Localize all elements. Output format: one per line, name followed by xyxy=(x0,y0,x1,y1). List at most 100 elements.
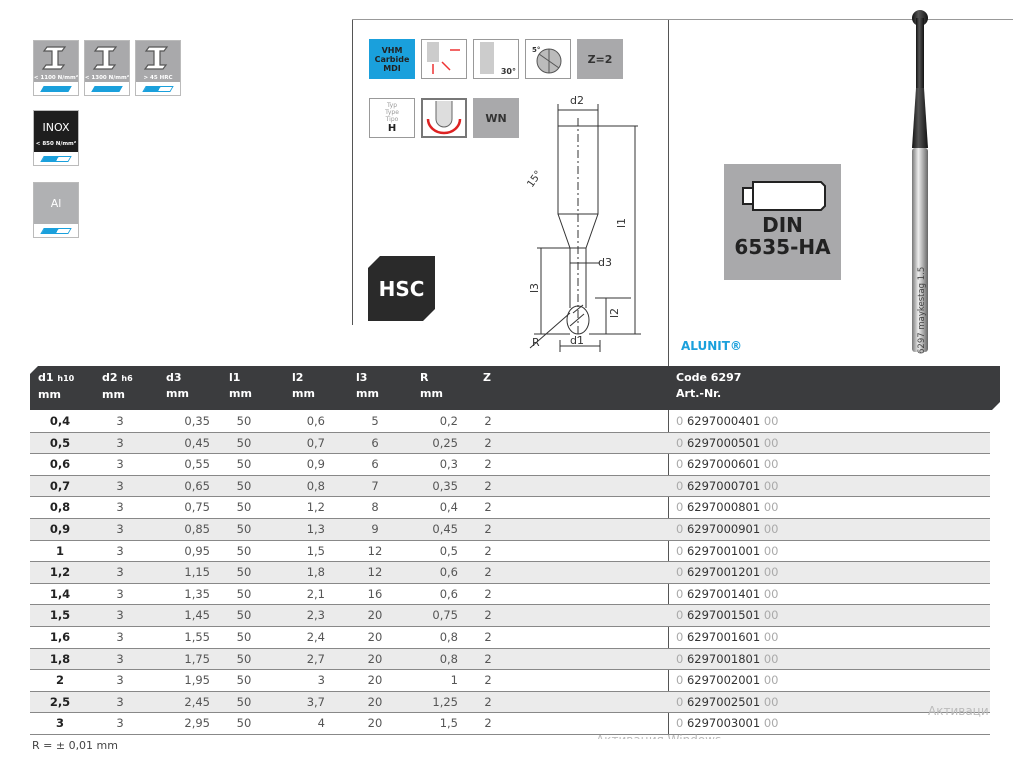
cell-l1: 50 xyxy=(236,457,252,472)
table-row: 0,7 3 0,65 50 0,8 7 0,35 2 0 6297000701 00 xyxy=(30,475,990,498)
cell-d1: 2,5 xyxy=(49,694,71,709)
table-row: 1,5 3 1,45 50 2,3 20 0,75 2 0 6297001501 00 xyxy=(30,605,990,627)
label-d1: d1 xyxy=(570,334,584,347)
cell-z: 2 xyxy=(484,522,492,536)
cell-z: 2 xyxy=(484,543,492,558)
cell-l1: 50 xyxy=(236,586,252,601)
cell-r: 0,75 xyxy=(432,608,458,623)
material-label: < 1100 N/mm² xyxy=(33,75,79,82)
cell-l3: 20 xyxy=(367,608,383,623)
table-row: 1 3 0,95 50 1,5 12 0,5 2 0 6297001001 00 xyxy=(30,541,990,563)
cell-l3: 20 xyxy=(367,694,383,709)
article-number: 0 6297000601 00 xyxy=(676,457,779,472)
cell-d3: 0,45 xyxy=(184,435,210,450)
cell-r: 0,2 xyxy=(439,414,458,428)
alunit-logo: ALUNIT® xyxy=(681,339,742,353)
article-number: 0 6297000901 00 xyxy=(676,522,779,536)
cell-l3: 16 xyxy=(367,586,383,601)
article-number: 0 6297000801 00 xyxy=(676,500,779,515)
cell-d3: 0,75 xyxy=(184,500,210,515)
type-badge: Typ Type Tipo H xyxy=(369,98,415,138)
col-l1: l1 mm xyxy=(229,371,252,400)
cell-l2: 1,3 xyxy=(306,522,325,536)
helix-angle-icon: 30° xyxy=(473,39,519,79)
cell-z: 2 xyxy=(484,694,492,709)
cell-z: 2 xyxy=(484,651,492,666)
cell-l1: 50 xyxy=(236,673,252,688)
cell-d2: 3 xyxy=(116,435,124,450)
cell-r: 0,4 xyxy=(439,500,458,515)
cell-l2: 0,6 xyxy=(306,414,325,428)
col-z: Z xyxy=(483,371,491,384)
suitability-bar xyxy=(91,85,123,92)
cell-d3: 2,45 xyxy=(184,694,210,709)
cell-d1: 3 xyxy=(55,716,64,731)
article-number: 0 6297001001 00 xyxy=(676,543,779,558)
cell-l3: 6 xyxy=(371,457,379,472)
watermark-2: Активация Windows xyxy=(596,733,721,739)
cell-l3: 20 xyxy=(367,716,383,731)
table-row: 3 3 2,95 50 4 20 1,5 2 0 6297003001 00 xyxy=(30,713,990,735)
din-badge: DIN 6535-HA xyxy=(724,164,841,280)
article-number: 0 6297000701 00 xyxy=(676,478,779,493)
cell-z: 2 xyxy=(484,414,492,428)
cell-l1: 50 xyxy=(236,694,252,709)
col-l2: l2 mm xyxy=(292,371,315,400)
table-row: 0,4 3 0,35 50 0,6 5 0,2 2 0 6297000401 00 xyxy=(30,411,990,433)
cell-l1: 50 xyxy=(236,651,252,666)
tool-photo: 6297 maykestag 1.5 xyxy=(912,10,928,354)
cell-d2: 3 xyxy=(116,478,124,493)
cell-r: 0,8 xyxy=(439,630,458,644)
material-inox: INOX < 850 N/mm² xyxy=(33,110,79,166)
cell-d1: 1,8 xyxy=(49,651,71,666)
cell-r: 0,6 xyxy=(439,565,458,580)
cell-d2: 3 xyxy=(116,565,124,580)
col-l3: l3 mm xyxy=(356,371,379,400)
cutting-direction-icon xyxy=(421,39,467,79)
cell-l2: 1,2 xyxy=(306,500,325,515)
cell-l3: 20 xyxy=(367,673,383,688)
article-number: 0 6297001801 00 xyxy=(676,651,779,666)
label-d3: d3 xyxy=(598,256,612,269)
material-hardened: > 45 HRC xyxy=(135,40,181,96)
ball-nose-icon xyxy=(421,98,467,138)
cell-d3: 0,85 xyxy=(184,522,210,536)
cell-l2: 3 xyxy=(317,673,325,688)
table-row: 1,6 3 1,55 50 2,4 20 0,8 2 0 6297001601 00 xyxy=(30,627,990,649)
flutes-badge: Z=2 xyxy=(577,39,623,79)
al-title: Al xyxy=(50,197,62,211)
label-l3: l3 xyxy=(528,283,541,293)
material-label: > 45 HRC xyxy=(143,75,173,82)
table-row: 1,8 3 1,75 50 2,7 20 0,8 2 0 6297001801 00 xyxy=(30,648,990,671)
cell-d2: 3 xyxy=(116,716,124,731)
cell-d2: 3 xyxy=(116,500,124,515)
table-row: 0,9 3 0,85 50 1,3 9 0,45 2 0 6297000901 00 xyxy=(30,519,990,541)
cell-l2: 0,7 xyxy=(306,435,325,450)
cell-l1: 50 xyxy=(236,630,252,644)
shank-icon xyxy=(741,181,826,211)
cell-d3: 1,55 xyxy=(184,630,210,644)
cell-l2: 2,3 xyxy=(306,608,325,623)
cell-l1: 50 xyxy=(236,500,252,515)
cell-l2: 0,8 xyxy=(306,478,325,493)
article-number: 0 6297002001 00 xyxy=(676,673,779,688)
article-number: 0 6297002501 00 xyxy=(676,694,779,709)
cell-d2: 3 xyxy=(116,694,124,709)
top-rule xyxy=(352,19,1013,20)
cell-r: 0,25 xyxy=(432,435,458,450)
col-d2: d2 h6 mm xyxy=(102,371,133,401)
cell-l2: 3,7 xyxy=(306,694,325,709)
cell-r: 0,6 xyxy=(439,586,458,601)
cell-l1: 50 xyxy=(236,543,252,558)
label-l1: l1 xyxy=(615,218,628,228)
cell-z: 2 xyxy=(484,435,492,450)
cell-d2: 3 xyxy=(116,673,124,688)
label-l2: l2 xyxy=(608,308,621,318)
cell-d2: 3 xyxy=(116,543,124,558)
article-number: 0 6297001201 00 xyxy=(676,565,779,580)
material-label: < 1300 N/mm² xyxy=(84,75,130,82)
cell-l3: 20 xyxy=(367,651,383,666)
cell-d1: 0,5 xyxy=(49,435,71,450)
article-number: 0 6297000401 00 xyxy=(676,414,779,428)
